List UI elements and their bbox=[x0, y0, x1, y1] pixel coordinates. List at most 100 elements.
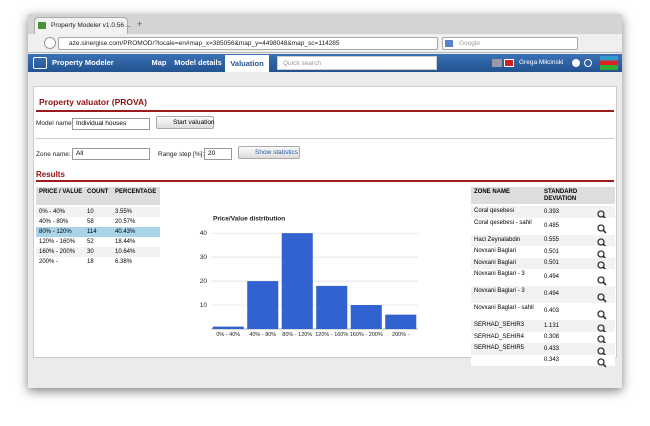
table-cell: 6.38% bbox=[115, 258, 133, 265]
table-cell: 0.501 bbox=[544, 260, 560, 266]
zone-select[interactable]: All bbox=[72, 148, 150, 160]
table-header bbox=[36, 187, 160, 205]
zoom-icon[interactable] bbox=[597, 207, 607, 220]
table-row bbox=[471, 354, 615, 366]
back-button[interactable] bbox=[44, 37, 56, 49]
table-cell: 0.494 bbox=[544, 274, 560, 280]
table-row bbox=[471, 217, 615, 235]
grid-icon[interactable] bbox=[492, 59, 502, 67]
table-cell: 80% - 120% bbox=[39, 228, 72, 235]
logo bbox=[33, 57, 47, 69]
table-cell: 20.57% bbox=[115, 218, 136, 225]
show-statistics-button[interactable]: Show statistics bbox=[238, 146, 300, 159]
chart-title: Price/Value distribution bbox=[213, 216, 285, 223]
zoom-icon[interactable] bbox=[597, 332, 607, 345]
results-title: Results bbox=[36, 170, 65, 179]
y-tick-label: 20 bbox=[200, 278, 208, 285]
chart: Price/Value distribution 10 20 30 40 0% - 40… bbox=[190, 195, 425, 345]
column-header: PRICE / VALUE bbox=[39, 189, 83, 195]
zoom-icon[interactable] bbox=[597, 290, 607, 303]
zoom-icon[interactable] bbox=[597, 273, 607, 286]
table-row bbox=[471, 331, 615, 343]
bar bbox=[281, 233, 313, 329]
table-cell: 3.55% bbox=[115, 208, 133, 215]
zoom-icon[interactable] bbox=[597, 235, 607, 248]
table-cell: Novxani Baglari - 3 bbox=[474, 288, 525, 294]
table-cell: 30 bbox=[87, 248, 94, 255]
zoom-icon[interactable] bbox=[597, 258, 607, 271]
settings-icon[interactable] bbox=[572, 59, 580, 67]
table-cell: Novxani Baglari - sahil bbox=[474, 305, 534, 311]
table-cell: 0.393 bbox=[544, 208, 560, 215]
table-row bbox=[471, 206, 615, 218]
tab[interactable]: Property Modeler v1.0.56 ... bbox=[34, 17, 131, 34]
y-tick-label: 40 bbox=[200, 230, 208, 237]
zoom-icon[interactable] bbox=[597, 321, 607, 334]
nav-item[interactable]: Valuation bbox=[225, 55, 269, 72]
zoom-icon[interactable] bbox=[597, 355, 607, 368]
table-cell: 0.308 bbox=[544, 334, 560, 340]
bar bbox=[247, 281, 279, 329]
table-cell: SERHAD_SEHIR5 bbox=[474, 345, 525, 351]
table-cell: 0.343 bbox=[544, 357, 560, 363]
x-tick-label: 160% - 200% bbox=[349, 332, 383, 338]
zoom-icon[interactable] bbox=[597, 344, 607, 357]
x-tick-label: 80% - 120% bbox=[282, 332, 313, 338]
new-tab[interactable]: + bbox=[137, 19, 143, 29]
zoom-icon[interactable] bbox=[597, 247, 607, 260]
chart-svg: Price/Value distribution 10 20 30 40 bbox=[200, 216, 418, 330]
range-label: Range step [%]: bbox=[158, 151, 205, 158]
table-row bbox=[471, 320, 615, 332]
tab-bar bbox=[28, 14, 622, 34]
search-engine-icon bbox=[445, 40, 453, 47]
table-row bbox=[471, 246, 615, 258]
x-tick-label: 120% - 160% bbox=[315, 332, 349, 338]
table-cell: Haci Zeynalabdin bbox=[474, 236, 521, 243]
model-select[interactable]: Individual houses bbox=[72, 118, 150, 130]
results-rule bbox=[36, 180, 614, 182]
table-row bbox=[471, 286, 615, 303]
table-row bbox=[471, 343, 615, 355]
nav-item[interactable]: Map bbox=[151, 58, 167, 67]
table-row bbox=[471, 234, 615, 246]
y-tick-label: 30 bbox=[200, 254, 208, 261]
table-cell: 0.433 bbox=[544, 345, 560, 352]
table-cell: 52 bbox=[87, 238, 94, 245]
brand: Property Modeler bbox=[52, 58, 114, 67]
table-cell: 114 bbox=[87, 228, 97, 235]
model-label: Model name: bbox=[36, 120, 74, 127]
table-row bbox=[36, 257, 160, 267]
browser-window: Property Modeler v1.0.56 ... + aze.siner… bbox=[28, 14, 622, 388]
column-header: STANDARD DEVIATION bbox=[544, 189, 578, 202]
table-cell: 10 bbox=[87, 208, 94, 215]
table-row bbox=[471, 303, 615, 320]
flag-icon[interactable] bbox=[504, 59, 514, 67]
table-cell: 160% - 200% bbox=[39, 248, 76, 255]
search-bar[interactable]: Google bbox=[442, 37, 578, 50]
bar bbox=[316, 285, 348, 329]
start-valuation-button[interactable]: Start valuation bbox=[156, 116, 215, 129]
table-cell: 40% - 80% bbox=[39, 218, 69, 225]
tab-icon bbox=[38, 22, 46, 29]
panel-title: Property valuator (PROVA) bbox=[39, 97, 148, 107]
table-cell: 1.131 bbox=[544, 322, 560, 329]
table-cell: 18 bbox=[87, 258, 94, 265]
column-header: COUNT bbox=[87, 189, 109, 195]
table-cell: Coral qesebesi - sahil bbox=[474, 219, 532, 226]
table-row bbox=[36, 237, 160, 247]
table-cell: 0.485 bbox=[544, 222, 560, 229]
nav-item[interactable]: Model details bbox=[174, 58, 222, 67]
zoom-icon[interactable] bbox=[597, 221, 607, 234]
table-row bbox=[471, 257, 615, 269]
quick-search[interactable]: Quick search bbox=[277, 56, 437, 70]
table-cell: Novxani Baglari bbox=[474, 259, 517, 266]
range-input[interactable]: 20 bbox=[204, 148, 232, 160]
bar bbox=[212, 326, 244, 329]
zoom-icon[interactable] bbox=[597, 307, 607, 320]
power-icon[interactable] bbox=[584, 59, 592, 67]
table-cell: 40.43% bbox=[115, 228, 136, 235]
user-name[interactable]: Grega Milcinski bbox=[519, 59, 564, 66]
y-tick-label: 10 bbox=[200, 302, 208, 309]
url-bar[interactable]: aze.sinergise.com/PROMOD/?locale=en#map_… bbox=[58, 37, 438, 50]
table-cell: 0.494 bbox=[544, 291, 560, 297]
